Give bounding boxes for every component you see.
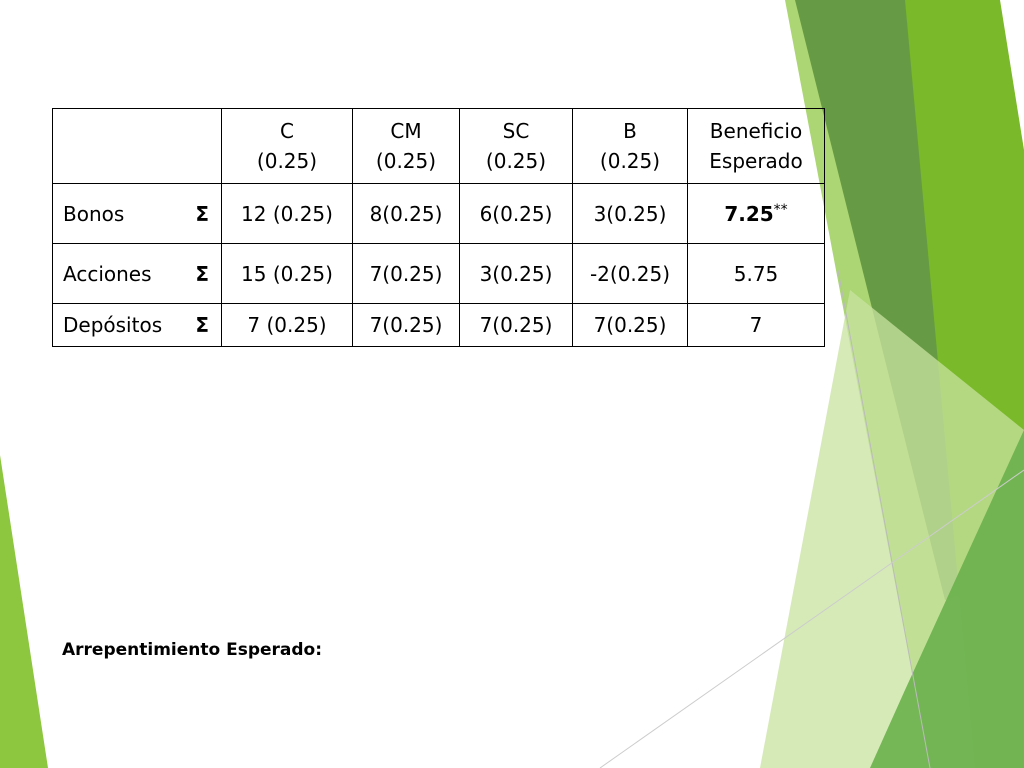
footer-text: Arrepentimiento Esperado: (62, 640, 323, 660)
table-cell: 12 (0.25) (221, 183, 353, 244)
table-cell: 7 (0.25) (221, 303, 353, 347)
header-cell: C (0.25) (221, 108, 353, 184)
header-row: C (0.25) CM (0.25) SC (0.25) B (0.25) Beneficio E… (52, 108, 825, 184)
result-cell: 5.75 (687, 243, 825, 304)
header-line: (0.25) (256, 149, 318, 173)
row-label: Acciones (63, 261, 152, 286)
result-value: 7.25 (724, 201, 774, 226)
result-cell: 7.25** (687, 183, 825, 244)
header-line: Esperado (709, 149, 803, 173)
row-label-cell: Σ Bonos (52, 183, 222, 244)
table-cell: 7(0.25) (572, 303, 688, 347)
corner-cell (52, 108, 222, 184)
table-cell: 3(0.25) (572, 183, 688, 244)
header-cell: Beneficio Esperado (687, 108, 825, 184)
header-cell: SC (0.25) (459, 108, 573, 184)
header-line: Beneficio (709, 119, 803, 143)
header-cell: B (0.25) (572, 108, 688, 184)
header-line: (0.25) (375, 149, 437, 173)
table-cell: 3(0.25) (459, 243, 573, 304)
table-row: Σ Acciones 15 (0.25) 7(0.25) 3(0.25) -2(0.25)… (52, 243, 825, 304)
header-line: (0.25) (485, 149, 547, 173)
header-line: C (280, 119, 294, 143)
table-cell: 6(0.25) (459, 183, 573, 244)
table-cell: 15 (0.25) (221, 243, 353, 304)
row-label: Bonos (63, 201, 125, 226)
header-line: SC (502, 119, 530, 143)
result-value: 7 (749, 313, 763, 337)
result-value: 5.75 (733, 261, 779, 286)
header-line: B (623, 119, 637, 143)
table-cell: 7(0.25) (459, 303, 573, 347)
table-cell: 8(0.25) (352, 183, 460, 244)
payoff-table: C (0.25) CM (0.25) SC (0.25) B (0.25) Beneficio E… (52, 108, 825, 347)
result-note: ** (773, 201, 788, 218)
row-label: Depósitos (63, 313, 163, 337)
sigma: Σ (195, 261, 209, 286)
sigma: Σ (195, 201, 209, 226)
sigma: Σ (195, 313, 209, 337)
table-row: Σ Depósitos 7 (0.25) 7(0.25) 7(0.25) 7(0.25) 7 (52, 303, 825, 347)
header-cell: CM (0.25) (352, 108, 460, 184)
header-line: (0.25) (599, 149, 661, 173)
row-label-cell: Σ Acciones (52, 243, 222, 304)
table-row: Σ Bonos 12 (0.25) 8(0.25) 6(0.25) 3(0.25) 7.25… (52, 183, 825, 244)
result-cell: 7 (687, 303, 825, 347)
table-cell: 7(0.25) (352, 303, 460, 347)
header-line: CM (390, 119, 422, 143)
table-cell: 7(0.25) (352, 243, 460, 304)
row-label-cell: Σ Depósitos (52, 303, 222, 347)
table-cell: -2(0.25) (572, 243, 688, 304)
